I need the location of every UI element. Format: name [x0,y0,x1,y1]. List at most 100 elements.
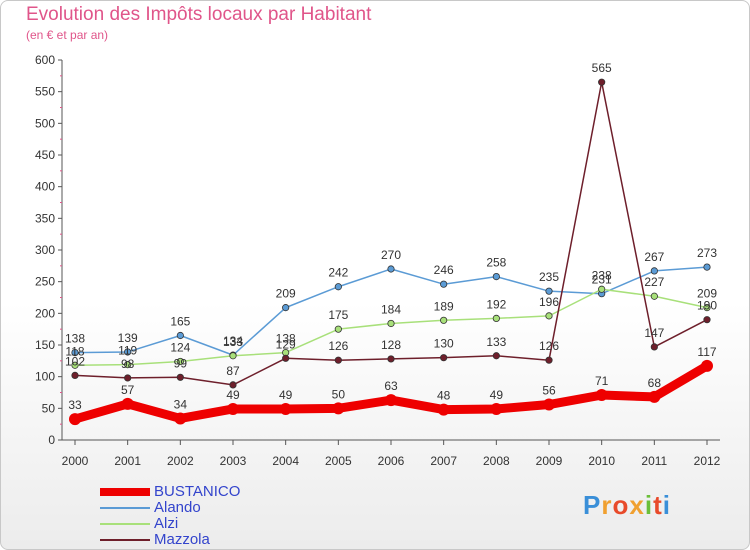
data-point-bustanico[interactable] [227,402,239,415]
data-point-mazzola[interactable] [334,356,342,364]
data-label-alzi: 192 [486,297,506,311]
data-point-bustanico[interactable] [385,394,397,407]
data-label-alzi: 119 [118,344,137,358]
data-label-alando: 267 [644,250,664,264]
data-point-alzi[interactable] [650,292,658,300]
data-point-mazzola[interactable] [124,374,132,382]
legend-label: BUSTANICO [154,483,241,500]
data-label-bustanico: 33 [68,398,82,412]
data-point-mazzola[interactable] [650,343,658,351]
data-label-bustanico: 49 [490,388,504,402]
data-point-bustanico[interactable] [595,389,608,402]
data-label-bustanico: 50 [332,387,346,401]
data-label-mazzola: 99 [174,356,188,370]
data-point-bustanico[interactable] [490,402,503,415]
x-tick-label: 2012 [694,454,721,468]
data-point-alando[interactable] [124,348,132,356]
data-point-alzi[interactable] [229,352,237,360]
x-tick-label: 2011 [641,454,667,468]
chart-subtitle: (en € et par an) [26,28,109,42]
data-point-alando[interactable] [387,265,395,273]
y-tick-label: 250 [35,275,55,289]
data-label-alzi: 124 [170,340,190,354]
data-point-alzi[interactable] [71,361,79,369]
data-point-alzi[interactable] [124,361,132,369]
data-point-alzi[interactable] [176,357,184,366]
y-tick-label: 0 [48,433,55,447]
chart-title: Evolution des Impôts locaux par Habitant [26,4,372,25]
data-label-mazzola: 128 [381,338,401,352]
data-label-alando: 139 [118,331,138,345]
data-point-mazzola[interactable] [71,371,79,379]
data-label-mazzola: 126 [328,339,348,353]
y-tick-label: 50 [42,401,56,415]
data-point-bustanico[interactable] [648,390,661,403]
data-point-alando[interactable] [176,331,184,340]
data-label-mazzola: 190 [697,299,717,313]
data-label-alando: 165 [170,315,190,329]
data-point-alzi[interactable] [703,304,711,312]
data-label-bustanico: 57 [121,383,135,397]
data-label-bustanico: 63 [384,379,398,393]
brand-letter: x [629,490,645,520]
data-point-mazzola[interactable] [545,356,553,364]
data-label-alzi: 209 [697,287,717,301]
x-tick-label: 2007 [430,454,457,468]
data-point-mazzola[interactable] [282,354,290,362]
data-point-bustanico[interactable] [279,402,292,415]
data-label-alando: 270 [381,248,401,262]
data-point-alzi[interactable] [387,319,395,328]
data-point-bustanico[interactable] [332,402,345,415]
data-label-bustanico: 48 [437,389,451,403]
data-point-alzi[interactable] [545,312,553,320]
data-label-alando: 246 [434,263,454,277]
brand-logo: Proxiti [583,490,671,521]
data-label-bustanico: 49 [226,388,240,402]
data-point-bustanico[interactable] [121,397,134,410]
data-label-alando: 258 [486,256,506,270]
data-label-mazzola: 129 [276,337,296,351]
data-point-bustanico[interactable] [174,412,187,425]
x-tick-label: 2008 [483,454,510,468]
data-point-alando[interactable] [71,348,79,357]
data-label-alzi: 189 [434,299,454,313]
data-label-bustanico: 68 [648,376,662,390]
x-tick-label: 2006 [378,454,405,468]
data-point-bustanico[interactable] [437,403,450,416]
data-point-bustanico[interactable] [69,413,81,426]
y-tick-label: 200 [35,306,55,320]
data-point-alando[interactable] [440,280,448,288]
data-label-alando: 231 [592,273,612,287]
data-point-mazzola[interactable] [703,316,711,324]
data-label-alzi: 227 [644,275,664,289]
data-point-bustanico[interactable] [701,359,713,372]
data-point-alzi[interactable] [492,314,500,322]
data-point-mazzola[interactable] [598,78,606,86]
data-point-alando[interactable] [545,287,553,295]
brand-letter: P [583,490,602,520]
legend-swatch [100,523,150,525]
data-point-mazzola[interactable] [176,373,184,381]
data-point-alando[interactable] [334,283,342,291]
data-point-mazzola[interactable] [387,355,395,363]
data-point-alando[interactable] [703,263,711,271]
data-label-alando: 134 [223,334,243,348]
y-tick-label: 600 [35,53,55,67]
data-point-alzi[interactable] [440,316,448,324]
brand-letter: o [612,490,630,520]
data-point-mazzola[interactable] [492,352,500,360]
data-point-alando[interactable] [650,267,658,275]
y-tick-label: 100 [35,370,55,384]
x-tick-label: 2005 [325,454,352,468]
data-point-mazzola[interactable] [229,381,237,389]
y-tick-label: 450 [35,148,55,162]
data-point-mazzola[interactable] [440,354,448,362]
data-point-alando[interactable] [282,304,290,312]
data-point-alando[interactable] [492,272,500,281]
data-label-mazzola: 102 [65,354,85,368]
data-point-alzi[interactable] [334,325,342,333]
data-point-alzi[interactable] [598,285,606,293]
data-label-mazzola: 87 [226,364,240,378]
data-label-alzi: 133 [223,335,243,349]
data-point-bustanico[interactable] [543,398,555,411]
